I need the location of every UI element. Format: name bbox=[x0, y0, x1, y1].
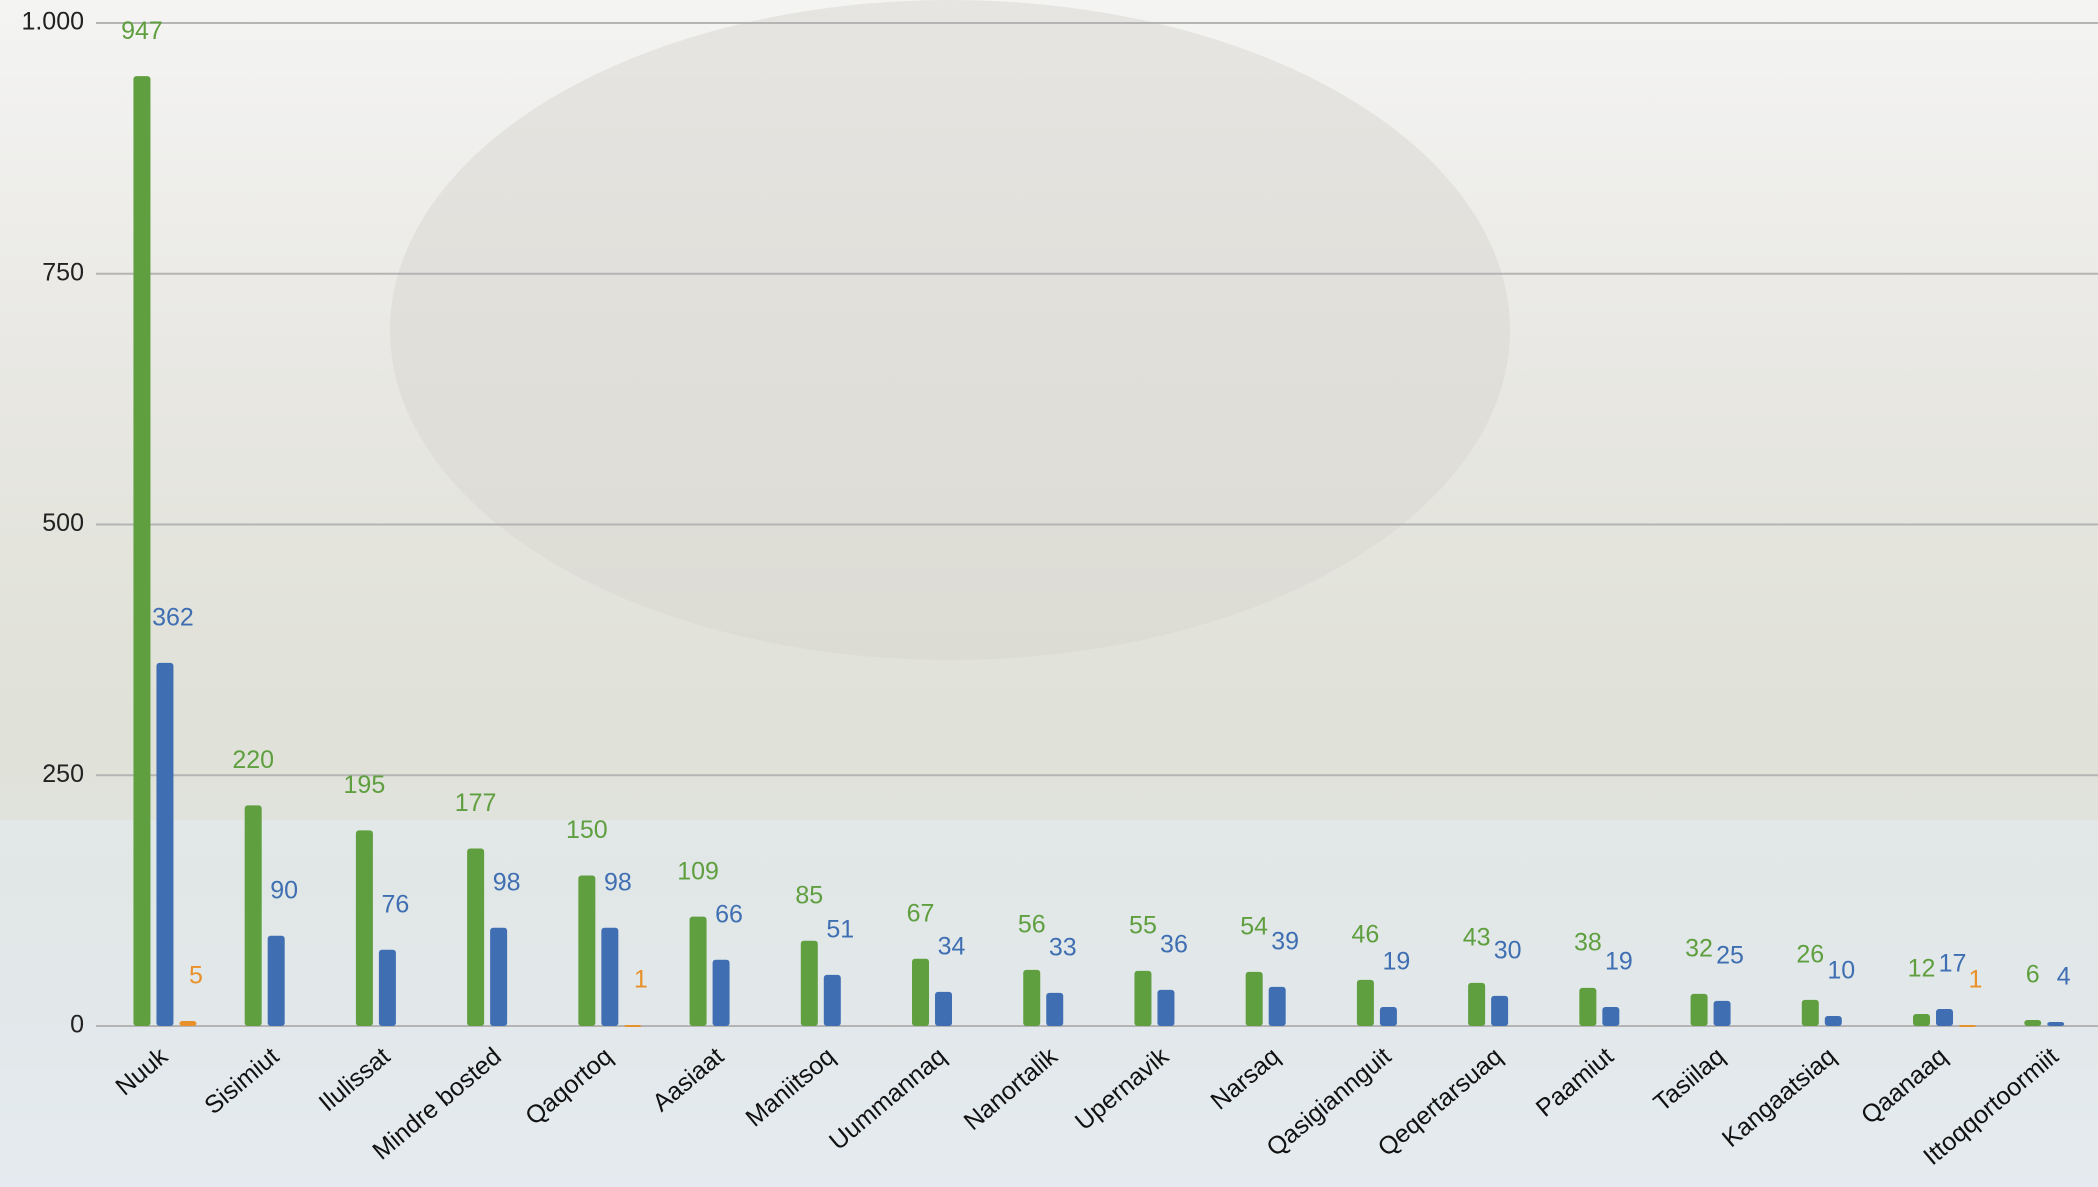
bar bbox=[1468, 982, 1486, 1026]
value-label: 56 bbox=[1018, 910, 1046, 938]
bar bbox=[1245, 971, 1263, 1026]
bar bbox=[601, 927, 619, 1026]
value-label: 12 bbox=[1908, 955, 1936, 983]
bar bbox=[1824, 1015, 1842, 1026]
value-label: 98 bbox=[604, 868, 632, 896]
value-label: 5 bbox=[189, 962, 203, 990]
value-label: 36 bbox=[1160, 931, 1188, 959]
bar bbox=[2047, 1021, 2065, 1026]
value-label: 150 bbox=[566, 816, 608, 844]
bar bbox=[1356, 979, 1374, 1026]
value-label: 220 bbox=[232, 746, 274, 774]
bar bbox=[490, 927, 508, 1026]
y-tick-label: 1.000 bbox=[21, 8, 84, 36]
bar bbox=[1379, 1006, 1397, 1026]
bar bbox=[1134, 970, 1152, 1026]
bar bbox=[689, 916, 707, 1026]
value-label: 1 bbox=[1969, 966, 1983, 994]
bar bbox=[1913, 1013, 1931, 1026]
value-label: 1 bbox=[634, 966, 648, 994]
value-label: 6 bbox=[2026, 961, 2040, 989]
bar bbox=[823, 974, 841, 1026]
value-label: 32 bbox=[1685, 935, 1713, 963]
y-tick-label: 500 bbox=[42, 509, 84, 537]
bar bbox=[378, 949, 396, 1026]
bar bbox=[935, 991, 953, 1026]
value-label: 17 bbox=[1939, 950, 1967, 978]
value-label: 34 bbox=[938, 933, 966, 961]
value-label: 25 bbox=[1716, 942, 1744, 970]
value-label: 947 bbox=[121, 17, 163, 45]
value-label: 38 bbox=[1574, 928, 1602, 956]
value-label: 30 bbox=[1494, 937, 1522, 965]
value-label: 26 bbox=[1796, 941, 1824, 969]
value-label: 55 bbox=[1129, 911, 1157, 939]
bar bbox=[1936, 1008, 1954, 1026]
value-label: 4 bbox=[2057, 963, 2071, 991]
bar bbox=[1157, 989, 1175, 1026]
bar bbox=[712, 959, 730, 1026]
value-label: 177 bbox=[455, 789, 497, 817]
bar bbox=[133, 76, 151, 1026]
bar bbox=[1046, 992, 1064, 1026]
value-label: 19 bbox=[1605, 948, 1633, 976]
bar bbox=[1023, 969, 1041, 1026]
value-label: 10 bbox=[1827, 957, 1855, 985]
bar bbox=[1713, 1000, 1731, 1026]
value-label: 109 bbox=[677, 857, 719, 885]
value-label: 39 bbox=[1271, 927, 1299, 955]
value-label: 98 bbox=[493, 868, 521, 896]
y-tick-label: 0 bbox=[70, 1011, 84, 1039]
value-label: 51 bbox=[826, 915, 854, 943]
y-tick-label: 250 bbox=[42, 760, 84, 788]
bar bbox=[467, 848, 485, 1026]
bar bbox=[1268, 986, 1286, 1026]
bar bbox=[1491, 995, 1509, 1026]
y-tick-label: 750 bbox=[42, 258, 84, 286]
bar bbox=[179, 1020, 197, 1026]
bar bbox=[1690, 993, 1708, 1026]
value-label: 67 bbox=[907, 899, 935, 927]
bar bbox=[1959, 1024, 1977, 1027]
bar bbox=[2024, 1019, 2042, 1026]
value-label: 43 bbox=[1463, 923, 1491, 951]
bar bbox=[1602, 1006, 1620, 1026]
value-label: 90 bbox=[270, 876, 298, 904]
bar bbox=[912, 958, 930, 1026]
value-label: 66 bbox=[715, 900, 743, 928]
bar bbox=[1801, 999, 1819, 1026]
bar bbox=[156, 662, 174, 1026]
value-label: 19 bbox=[1382, 948, 1410, 976]
value-label: 85 bbox=[795, 881, 823, 909]
value-label: 33 bbox=[1049, 934, 1077, 962]
bar bbox=[1579, 987, 1597, 1026]
background-mountain bbox=[390, 0, 1510, 660]
bar bbox=[624, 1024, 642, 1027]
value-label: 195 bbox=[344, 771, 386, 799]
bar bbox=[355, 830, 373, 1026]
bar bbox=[244, 805, 262, 1026]
value-label: 54 bbox=[1240, 912, 1268, 940]
bar bbox=[800, 940, 818, 1026]
value-label: 76 bbox=[381, 890, 409, 918]
bar bbox=[578, 875, 596, 1026]
value-label: 46 bbox=[1351, 920, 1379, 948]
value-label: 362 bbox=[152, 604, 194, 632]
bar bbox=[267, 935, 285, 1026]
